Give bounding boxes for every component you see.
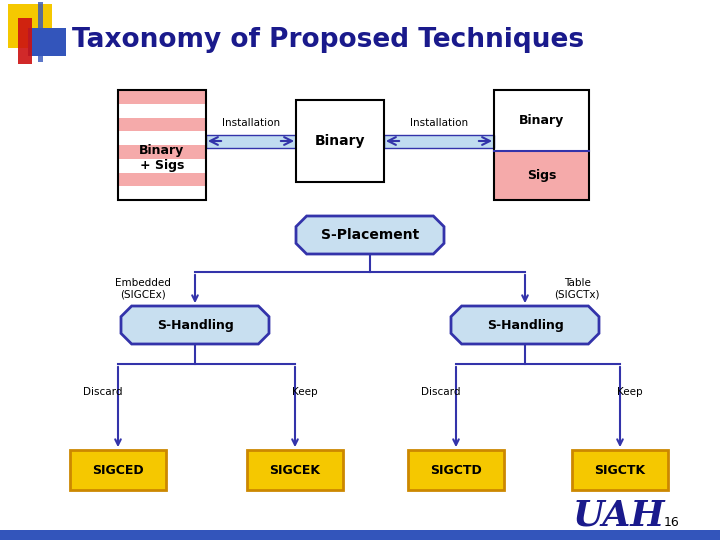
Text: S-Handling: S-Handling <box>157 319 233 332</box>
Text: Sigs: Sigs <box>527 168 556 182</box>
Text: Discard: Discard <box>421 387 461 397</box>
Bar <box>494 151 589 200</box>
Bar <box>118 90 206 200</box>
Bar <box>494 90 589 151</box>
Text: Installation: Installation <box>222 118 280 128</box>
Bar <box>118 145 206 159</box>
Bar <box>494 90 589 200</box>
Bar <box>408 450 504 490</box>
Bar <box>118 159 206 172</box>
Bar <box>70 450 166 490</box>
Text: UAH: UAH <box>572 499 665 533</box>
Bar <box>247 450 343 490</box>
Polygon shape <box>451 306 599 344</box>
Text: Keep: Keep <box>292 387 318 397</box>
Text: SIGCEK: SIGCEK <box>269 463 320 476</box>
Polygon shape <box>121 306 269 344</box>
Bar <box>118 118 206 131</box>
Bar <box>384 134 494 147</box>
Text: Binary: Binary <box>315 134 365 148</box>
Bar <box>118 172 206 186</box>
Bar <box>118 131 206 145</box>
Text: SIGCTK: SIGCTK <box>595 463 646 476</box>
Text: S-Handling: S-Handling <box>487 319 563 332</box>
Text: 16: 16 <box>664 516 680 529</box>
Bar <box>118 90 206 104</box>
Text: Installation: Installation <box>410 118 468 128</box>
Text: S-Placement: S-Placement <box>321 228 419 242</box>
Text: Keep: Keep <box>617 387 643 397</box>
Bar <box>118 104 206 118</box>
Text: Binary: Binary <box>519 114 564 127</box>
Text: SIGCED: SIGCED <box>92 463 144 476</box>
Text: Taxonomy of Proposed Techniques: Taxonomy of Proposed Techniques <box>72 27 584 53</box>
Text: Discard: Discard <box>84 387 122 397</box>
Bar <box>206 134 296 147</box>
Bar <box>28 28 66 56</box>
Bar <box>572 450 668 490</box>
Text: Binary
+ Sigs: Binary + Sigs <box>140 144 184 172</box>
Bar <box>296 100 384 182</box>
Text: Embedded
(SIGCEx): Embedded (SIGCEx) <box>115 278 171 300</box>
Bar <box>38 2 43 62</box>
Bar <box>8 4 52 48</box>
Text: SIGCTD: SIGCTD <box>430 463 482 476</box>
Text: Table
(SIGCTx): Table (SIGCTx) <box>554 278 600 300</box>
Bar <box>0 530 720 540</box>
Bar <box>118 186 206 200</box>
Bar <box>18 18 32 64</box>
Polygon shape <box>296 216 444 254</box>
